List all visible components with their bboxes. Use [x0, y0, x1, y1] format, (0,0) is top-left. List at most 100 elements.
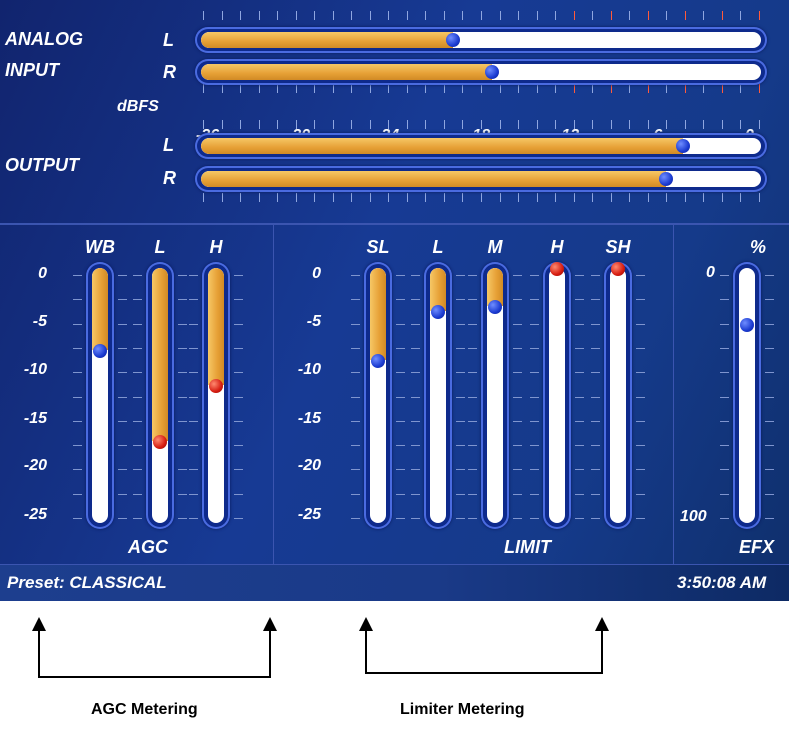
scale-dash: [189, 372, 198, 373]
tick-mark: [629, 84, 630, 93]
agc-meter-indicator: [93, 344, 107, 358]
limiter-bracket-left: [365, 630, 367, 673]
tick-mark: [666, 11, 667, 20]
scale-dash: [234, 299, 243, 300]
scale-dash: [575, 348, 584, 349]
tick-mark: [388, 84, 389, 93]
agc-caption: AGC Metering: [91, 701, 198, 718]
tick-mark: [314, 120, 315, 129]
scale-dash: [234, 397, 243, 398]
preset-label: Preset: CLASSICAL: [7, 573, 167, 592]
tick-mark: [481, 120, 482, 129]
scale-dash: [178, 348, 187, 349]
agc-title: AGC: [128, 537, 168, 557]
tick-mark: [277, 84, 278, 93]
scale-dash: [513, 518, 522, 519]
scale-dash: [575, 469, 584, 470]
tick-mark: [444, 120, 445, 129]
tick-mark: [240, 193, 241, 202]
scale-dash: [720, 348, 729, 349]
scale-dash: [591, 324, 600, 325]
scale-dash: [468, 421, 477, 422]
scale-dash: [468, 445, 477, 446]
scale-dash: [133, 494, 142, 495]
tick-mark: [500, 11, 501, 20]
scale-dash: [234, 324, 243, 325]
scale-dash: [765, 372, 774, 373]
tick-mark: [333, 193, 334, 202]
tick-mark: [555, 84, 556, 93]
scale-dash: [396, 445, 405, 446]
scale-dash: [575, 421, 584, 422]
scale-dash: [591, 421, 600, 422]
scale-dash: [234, 275, 243, 276]
tick-mark: [314, 193, 315, 202]
scale-dash: [513, 372, 522, 373]
scale-dash: [133, 421, 142, 422]
agc-meter: [86, 262, 114, 529]
scale-dash: [591, 518, 600, 519]
analog-label: ANALOG: [5, 29, 83, 49]
scale-dash: [118, 421, 127, 422]
tick-mark: [500, 84, 501, 93]
limit-meter-label: M: [487, 237, 503, 257]
tick-mark: [574, 84, 575, 93]
limit-scale-label: -15: [297, 410, 321, 427]
tick-mark: [722, 11, 723, 20]
tick-mark: [555, 120, 556, 129]
scale-dash: [468, 518, 477, 519]
input-channel-r-label: R: [163, 62, 176, 82]
tick-mark: [444, 11, 445, 20]
scale-dash: [133, 324, 142, 325]
scale-dash: [591, 372, 600, 373]
scale-dash: [575, 494, 584, 495]
output-meter-r-indicator: [659, 172, 673, 186]
limit-meter: [364, 262, 392, 529]
scale-dash: [456, 469, 465, 470]
agc-meter-fill: [152, 268, 168, 441]
tick-mark: [592, 11, 593, 20]
scale-dash: [513, 348, 522, 349]
tick-mark: [666, 84, 667, 93]
tick-mark: [518, 193, 519, 202]
scale-dash: [118, 299, 127, 300]
tick-mark: [740, 84, 741, 93]
tick-mark: [666, 193, 667, 202]
tick-mark: [740, 11, 741, 20]
scale-dash: [530, 275, 539, 276]
tick-mark: [277, 11, 278, 20]
tick-mark: [518, 120, 519, 129]
agc-scale-label: -25: [23, 506, 47, 523]
scale-dash: [513, 275, 522, 276]
scale-dash: [636, 494, 645, 495]
scale-dash: [530, 299, 539, 300]
scale-dash: [530, 445, 539, 446]
tick-mark: [388, 193, 389, 202]
scale-dash: [530, 324, 539, 325]
scale-dash: [118, 518, 127, 519]
meter-panel: ANALOG INPUT L R dBFS OUTPUT L R -36-30-…: [0, 0, 789, 601]
scale-dash: [118, 397, 127, 398]
scale-dash: [73, 469, 82, 470]
tick-mark: [444, 193, 445, 202]
agc-meter-indicator: [153, 435, 167, 449]
tick-mark: [370, 11, 371, 20]
limit-meter-indicator: [611, 262, 625, 276]
tick-mark: [351, 193, 352, 202]
agc-scale-label: -5: [32, 313, 47, 330]
tick-mark: [425, 120, 426, 129]
agc-scale-label: -10: [23, 361, 47, 378]
tick-mark: [574, 193, 575, 202]
scale-dash: [468, 494, 477, 495]
output-meter-l-indicator: [676, 139, 690, 153]
scale-dash: [396, 469, 405, 470]
tick-mark: [481, 193, 482, 202]
agc-scale-label: -20: [23, 457, 47, 474]
scale-dash: [396, 324, 405, 325]
efx-unit-label: %: [750, 237, 767, 257]
output-channel-r-label: R: [163, 168, 176, 188]
scale-dash: [351, 397, 360, 398]
scale-dash: [234, 348, 243, 349]
scale-dash: [351, 275, 360, 276]
tick-mark: [685, 11, 686, 20]
